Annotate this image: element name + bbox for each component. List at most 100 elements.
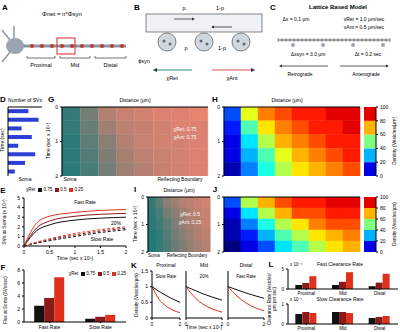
svg-text:8: 8 [17, 267, 20, 273]
html-text:Fast Rate: Fast Rate [74, 199, 96, 206]
html-text:Clearance Rate (Vesicles/μm pe: Clearance Rate (Vesicles/μm per sec) [267, 273, 277, 325]
html-text:χRet: 0.75: χRet: 0.75 [173, 126, 197, 133]
html-text:Soma: Soma [18, 176, 32, 183]
svg-text:6: 6 [17, 280, 20, 286]
svg-text:20: 20 [380, 159, 386, 165]
svg-text:1: 1 [141, 221, 144, 227]
svg-text:Mid: Mid [71, 62, 80, 68]
svg-text:0: 0 [17, 319, 20, 325]
svg-text:1-p: 1-p [216, 5, 224, 11]
svg-text:2: 2 [217, 249, 220, 255]
svg-text:vRet = 1.0 μm/sec: vRet = 1.0 μm/sec [344, 16, 385, 22]
html-text:Soma: Soma [63, 176, 77, 183]
svg-text:Δt = 0.2 sec: Δt = 0.2 sec [355, 51, 382, 57]
svg-text:Slow Rate: Slow Rate [89, 324, 112, 330]
svg-text:40: 40 [380, 227, 386, 233]
svg-text:3: 3 [17, 214, 20, 220]
html-text:Distance (μm): Distance (μm) [119, 97, 151, 104]
html-text:G: G [47, 94, 55, 104]
svg-text:5: 5 [17, 195, 20, 201]
svg-text:Φnet = n*Φsyn: Φnet = n*Φsyn [42, 11, 82, 17]
svg-text:0: 0 [23, 249, 26, 255]
svg-text:100: 100 [380, 104, 389, 110]
svg-text:1: 1 [74, 249, 77, 255]
svg-text:0: 0 [217, 194, 220, 200]
html-text:Reflecting Boundary: Reflecting Boundary [157, 176, 203, 183]
svg-text:1.5: 1.5 [141, 268, 148, 274]
svg-text:100: 100 [380, 194, 389, 200]
svg-text:0: 0 [151, 321, 154, 327]
svg-text:2: 2 [263, 321, 266, 327]
svg-text:2: 2 [55, 173, 58, 179]
svg-text:0: 0 [380, 173, 383, 179]
html-text:Distance (μm): Distance (μm) [271, 97, 303, 104]
svg-text:0: 0 [145, 315, 148, 321]
svg-text:40: 40 [380, 145, 386, 151]
svg-text:0: 0 [141, 194, 144, 200]
svg-text:0: 0 [281, 322, 284, 327]
svg-text:Δx = 0.1 μm: Δx = 0.1 μm [283, 16, 310, 22]
svg-text:0: 0 [380, 249, 383, 255]
svg-text:Distal: Distal [374, 291, 385, 296]
svg-text:χAnt: χAnt [226, 75, 238, 81]
svg-text:Mid: Mid [339, 326, 347, 331]
html-text:Density (Vesicles/μm): Density (Vesicles/μm) [391, 116, 398, 166]
html-text:D Number of SVs: D Number of SVs [0, 94, 42, 104]
svg-text:B: B [134, 3, 140, 12]
svg-text:0: 0 [217, 104, 220, 110]
svg-text:Distal: Distal [104, 62, 118, 68]
svg-text:2: 2 [125, 249, 128, 255]
svg-text:Anterograde: Anterograde [352, 71, 380, 77]
svg-text:A: A [2, 3, 8, 12]
svg-text:60: 60 [380, 216, 386, 222]
svg-text:4: 4 [17, 293, 20, 299]
html-text:Slow Rate: Slow Rate [90, 236, 114, 243]
svg-text:1: 1 [217, 138, 220, 144]
svg-text:2: 2 [17, 224, 20, 230]
svg-text:vAnt = 0.5 μm/sec: vAnt = 0.5 μm/sec [344, 24, 385, 30]
svg-text:Fast Rate: Fast Rate [39, 324, 61, 330]
svg-text:4: 4 [17, 204, 20, 210]
svg-text:Lattice Based Model: Lattice Based Model [309, 4, 367, 10]
svg-text:1.5: 1.5 [97, 249, 104, 255]
html-text:20%: 20% [111, 220, 121, 227]
html-text:SVs at Soma (x 10⁴): SVs at Soma (x 10⁴) [1, 199, 8, 245]
svg-text:Δxsyn = 3.0 μm: Δxsyn = 3.0 μm [291, 51, 326, 57]
svg-text:0: 0 [55, 104, 58, 110]
svg-text:C: C [270, 3, 276, 12]
svg-text:2: 2 [217, 173, 220, 179]
svg-text:ϕsyn: ϕsyn [138, 58, 150, 64]
svg-text:1-p: 1-p [218, 45, 226, 51]
svg-text:Proximal: Proximal [30, 62, 51, 68]
svg-text:1: 1 [145, 283, 148, 289]
svg-text:Proximal: Proximal [298, 326, 316, 331]
svg-text:1: 1 [17, 233, 20, 239]
svg-text:0: 0 [17, 243, 20, 249]
html-text:χAnt: 0.75: χAnt: 0.75 [173, 134, 197, 141]
svg-text:80: 80 [380, 205, 386, 211]
svg-text:0: 0 [227, 321, 230, 327]
svg-text:20: 20 [380, 238, 386, 244]
svg-text:1: 1 [55, 138, 58, 144]
html-text:Time (sec x 10⁵): Time (sec x 10⁵) [56, 255, 94, 262]
svg-text:1: 1 [217, 221, 220, 227]
svg-text:0: 0 [281, 287, 284, 292]
svg-text:60: 60 [380, 131, 386, 137]
svg-text:Mid: Mid [339, 291, 347, 296]
svg-text:2: 2 [17, 306, 20, 312]
svg-text:p: p [184, 45, 187, 51]
html-text:Distance (μm): Distance (μm) [163, 187, 195, 194]
svg-text:5: 5 [281, 267, 284, 272]
svg-text:1: 1 [281, 302, 284, 307]
svg-text:χRet: χRet [166, 75, 178, 81]
html-text:Time (sec x 10⁵): Time (sec x 10⁵) [45, 122, 52, 160]
svg-text:p: p [182, 5, 185, 11]
svg-text:0.5: 0.5 [141, 299, 148, 305]
svg-text:2: 2 [141, 249, 144, 255]
svg-text:Retrograde: Retrograde [287, 71, 312, 77]
svg-text:Proximal: Proximal [298, 291, 316, 296]
svg-text:2: 2 [179, 321, 182, 327]
svg-text:Distal: Distal [374, 326, 385, 331]
svg-text:80: 80 [380, 118, 386, 124]
svg-text:0.5: 0.5 [46, 249, 53, 255]
